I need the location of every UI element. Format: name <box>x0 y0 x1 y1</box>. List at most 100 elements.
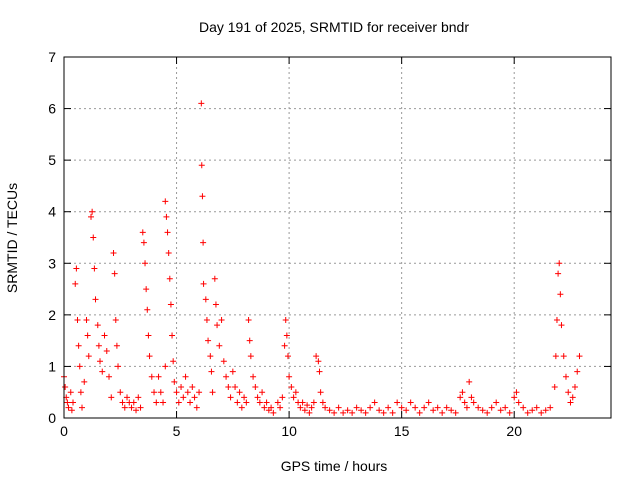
data-point <box>62 384 69 391</box>
data-point <box>434 404 441 411</box>
data-point <box>77 389 84 396</box>
data-point <box>73 265 80 272</box>
data-point <box>94 322 101 329</box>
data-point <box>290 394 297 401</box>
x-tick-label: 0 <box>60 423 68 439</box>
data-point <box>67 389 74 396</box>
data-point <box>562 373 569 380</box>
data-point <box>92 296 99 303</box>
data-point <box>180 394 187 401</box>
data-point <box>103 347 110 354</box>
data-point <box>560 353 567 360</box>
data-point <box>238 404 245 411</box>
data-point <box>234 399 241 406</box>
data-point <box>344 407 351 414</box>
data-point <box>315 358 322 365</box>
data-point <box>193 404 200 411</box>
data-point <box>208 368 215 375</box>
data-point <box>256 399 263 406</box>
data-point <box>76 363 83 370</box>
data-point <box>84 332 91 339</box>
data-point <box>89 208 96 215</box>
data-point <box>225 384 232 391</box>
data-point <box>229 368 236 375</box>
data-point <box>207 353 214 360</box>
data-point <box>274 399 281 406</box>
x-tick-label: 10 <box>281 423 297 439</box>
data-point <box>252 384 259 391</box>
data-point <box>146 353 153 360</box>
data-point <box>128 404 135 411</box>
data-point <box>349 409 356 416</box>
y-tick-label: 1 <box>48 358 56 374</box>
data-point <box>319 399 326 406</box>
data-point <box>571 384 578 391</box>
data-point <box>202 296 209 303</box>
data-point <box>394 399 401 406</box>
y-tick-label: 4 <box>48 204 56 220</box>
data-point <box>167 301 174 308</box>
y-tick-label: 5 <box>48 152 56 168</box>
data-point <box>380 409 387 416</box>
data-point <box>551 384 558 391</box>
data-point <box>506 409 513 416</box>
data-point <box>497 407 504 414</box>
data-point <box>281 342 288 349</box>
data-point <box>162 198 169 205</box>
y-tick-label: 0 <box>48 410 56 426</box>
data-point <box>130 399 137 406</box>
data-point <box>263 399 270 406</box>
data-point <box>468 394 475 401</box>
data-point <box>72 280 79 287</box>
data-point <box>376 407 383 414</box>
data-point <box>220 358 227 365</box>
data-point <box>133 407 140 414</box>
data-point <box>160 399 167 406</box>
data-point <box>385 404 392 411</box>
data-point <box>165 249 172 256</box>
data-point <box>470 399 477 406</box>
data-point <box>283 332 290 339</box>
data-point <box>557 291 564 298</box>
data-point <box>250 373 257 380</box>
data-point <box>488 404 495 411</box>
axis-ticks: 0 5 10 15 20 0 1 2 3 4 5 6 7 <box>48 49 611 439</box>
data-point <box>121 404 128 411</box>
data-point <box>196 389 203 396</box>
data-point <box>286 373 293 380</box>
data-point <box>218 317 225 324</box>
data-point <box>555 270 562 277</box>
data-point <box>576 353 583 360</box>
data-point <box>247 353 254 360</box>
data-point <box>198 100 205 107</box>
data-point <box>236 389 243 396</box>
data-point <box>317 389 324 396</box>
data-point <box>75 342 82 349</box>
y-tick-label: 6 <box>48 101 56 117</box>
data-point <box>448 407 455 414</box>
data-point <box>310 399 317 406</box>
data-point <box>524 409 531 416</box>
data-point <box>340 409 347 416</box>
data-point <box>170 358 177 365</box>
data-point <box>106 373 113 380</box>
data-point <box>99 368 106 375</box>
data-point <box>261 404 268 411</box>
data-point <box>144 306 151 313</box>
data-point <box>331 409 338 416</box>
data-point <box>245 317 252 324</box>
data-point <box>112 317 119 324</box>
data-point <box>200 239 207 246</box>
data-point <box>358 407 365 414</box>
data-point <box>515 399 522 406</box>
data-point <box>90 234 97 241</box>
data-point <box>211 275 218 282</box>
data-point <box>216 342 223 349</box>
y-tick-label: 3 <box>48 255 56 271</box>
data-point <box>101 332 108 339</box>
data-point <box>205 337 212 344</box>
data-point <box>567 399 574 406</box>
data-point <box>137 404 144 411</box>
data-point <box>81 378 88 385</box>
